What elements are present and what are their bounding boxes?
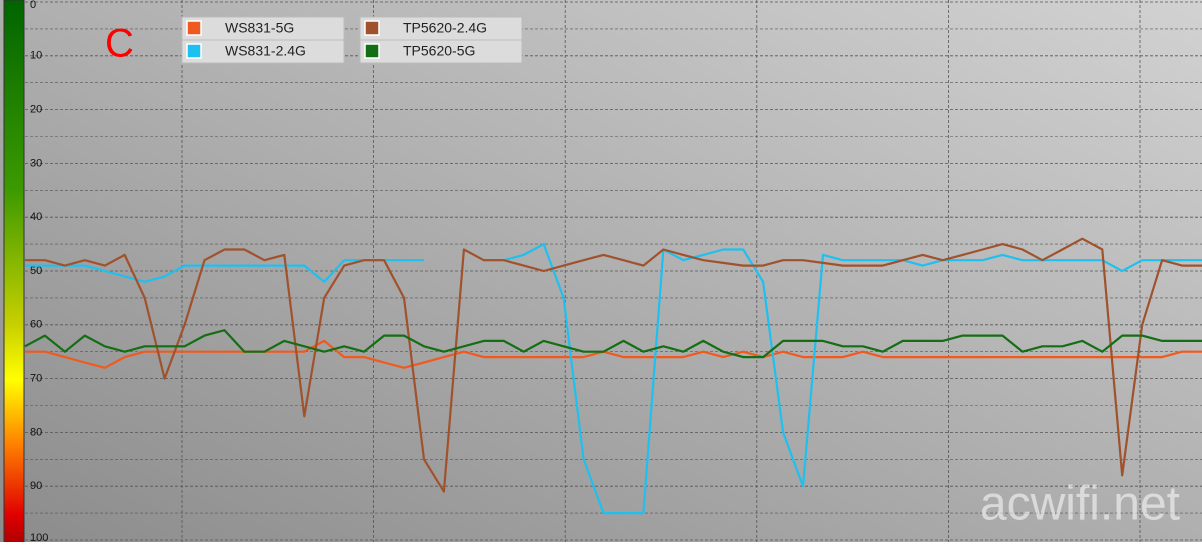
y-tick-label: 100 — [30, 532, 48, 542]
legend-swatch — [186, 43, 202, 59]
series-line — [25, 237, 1202, 493]
legend-swatch — [186, 20, 202, 36]
grid: 0 10 20 30 40 50 60 70 80 90 100 — [25, 0, 1202, 544]
y-tick-label: 0 — [30, 0, 36, 11]
legend: WS831-5G WS831-2.4G TP5620-2.4G TP5620-5G — [181, 16, 523, 64]
y-tick-label: 60 — [30, 319, 42, 331]
legend-entry-bg — [359, 39, 523, 64]
y-tick-label: 90 — [30, 480, 42, 492]
y-tick-label: 10 — [30, 50, 42, 62]
y-tick-label: 80 — [30, 426, 42, 438]
y-tick-label: 20 — [30, 104, 42, 116]
legend-label: WS831-5G — [225, 20, 294, 36]
legend-entry-bg — [181, 39, 345, 64]
annotation-c: C — [105, 22, 134, 66]
lines — [24, 237, 1202, 515]
legend-swatch — [364, 20, 380, 36]
series-line — [25, 243, 1202, 515]
series-line — [24, 329, 1202, 359]
legend-label: TP5620-5G — [403, 43, 475, 59]
legend-label: WS831-2.4G — [225, 43, 306, 59]
legend-label: TP5620-2.4G — [403, 20, 487, 36]
series-line — [25, 339, 1202, 369]
signal-scale — [3, 0, 25, 543]
y-tick-label: 30 — [30, 157, 42, 169]
y-tick-label: 40 — [30, 211, 42, 223]
legend-swatch — [364, 43, 380, 59]
watermark: acwifi.net — [980, 478, 1180, 531]
y-tick-label: 70 — [30, 373, 42, 385]
y-tick-label: 50 — [30, 265, 42, 277]
